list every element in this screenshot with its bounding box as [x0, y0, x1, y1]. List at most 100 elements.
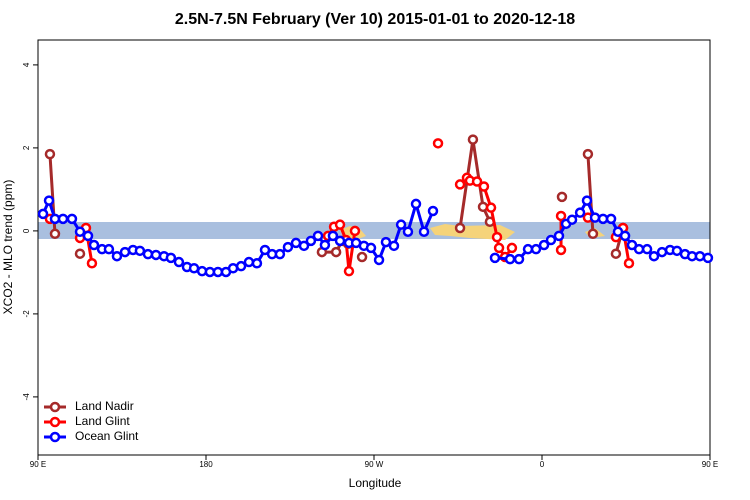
chart-title: 2.5N-7.5N February (Ver 10) 2015-01-01 t…	[175, 11, 575, 28]
data-point	[373, 254, 385, 266]
data-point	[538, 239, 550, 251]
x-tick-label: 90 W	[365, 460, 384, 469]
data-point	[581, 195, 593, 206]
data-point	[566, 214, 578, 225]
data-point	[513, 253, 525, 265]
data-point	[319, 239, 331, 251]
x-tick-label: 90 E	[30, 460, 46, 469]
shaded-area	[340, 224, 605, 240]
reference-band	[38, 222, 710, 239]
data-point	[619, 230, 631, 242]
data-point	[702, 252, 714, 264]
data-point	[165, 252, 177, 264]
data-point	[365, 242, 377, 254]
data-point	[343, 265, 355, 277]
data-point	[274, 248, 286, 260]
x-axis-label: Longitude	[349, 476, 402, 490]
data-point	[282, 241, 294, 253]
data-point	[111, 250, 123, 262]
y-tick-label: 0	[22, 228, 31, 233]
x-tick-label: 90 E	[702, 460, 718, 469]
data-point	[694, 250, 706, 262]
y-tick-label: -2	[22, 310, 31, 318]
y-axis-label: XCO2 - MLO trend (ppm)	[1, 180, 15, 315]
data-point	[74, 248, 86, 259]
data-point	[555, 210, 567, 222]
data-point	[610, 248, 622, 259]
data-point	[243, 256, 255, 268]
data-point	[589, 212, 601, 223]
data-point	[410, 198, 422, 210]
data-point	[227, 263, 239, 274]
x-tick-label: 180	[199, 460, 213, 469]
data-point	[43, 195, 55, 206]
data-point	[556, 191, 568, 203]
data-point	[402, 226, 414, 237]
data-point	[427, 205, 439, 217]
data-point	[418, 226, 430, 237]
data-point	[553, 230, 565, 242]
data-point	[493, 242, 505, 254]
data-point	[298, 240, 310, 252]
x-tick-label: 0	[540, 460, 545, 469]
data-point	[477, 201, 489, 213]
data-point	[641, 243, 653, 255]
data-point	[88, 239, 100, 251]
data-point	[671, 245, 683, 257]
legend-label: Land Glint	[75, 414, 130, 428]
data-point	[37, 208, 49, 220]
data-point	[44, 148, 56, 160]
data-point	[86, 258, 98, 269]
data-point	[432, 138, 444, 149]
data-point	[491, 231, 503, 243]
data-point	[582, 148, 594, 160]
data-point	[623, 258, 635, 269]
legend-label: Land Nadir	[75, 399, 134, 413]
y-tick-label: -4	[22, 393, 31, 401]
data-point	[66, 213, 78, 225]
data-point	[545, 234, 557, 246]
data-point	[478, 181, 490, 192]
legend-marker	[49, 431, 61, 443]
data-point	[235, 260, 247, 272]
data-point	[506, 242, 518, 254]
legend-marker	[49, 401, 61, 413]
data-point	[555, 244, 567, 256]
data-point	[119, 246, 131, 258]
data-point	[349, 225, 361, 237]
data-point	[134, 245, 146, 257]
legend-marker	[49, 416, 61, 428]
data-point	[454, 179, 466, 190]
data-point	[334, 235, 346, 247]
data-point	[173, 256, 185, 268]
data-point	[454, 222, 466, 234]
data-point	[489, 252, 501, 264]
data-point	[305, 235, 317, 247]
data-point	[605, 213, 617, 225]
data-point	[648, 250, 660, 262]
data-point	[388, 240, 400, 252]
data-point	[574, 207, 586, 218]
data-point	[82, 230, 94, 242]
data-point	[471, 176, 483, 187]
data-point	[530, 243, 542, 255]
data-point	[327, 230, 339, 242]
data-point	[57, 213, 69, 225]
y-tick-label: 2	[22, 145, 31, 150]
data-point	[251, 258, 263, 269]
legend-label: Ocean Glint	[75, 429, 139, 443]
data-point	[356, 251, 368, 263]
data-point	[142, 248, 154, 260]
data-point	[395, 219, 407, 230]
data-point	[587, 228, 599, 240]
data-point	[485, 202, 497, 213]
data-point	[49, 228, 61, 240]
data-point	[334, 219, 346, 230]
data-point	[74, 226, 86, 237]
data-point	[150, 249, 162, 261]
data-point	[656, 246, 668, 258]
data-point	[380, 236, 392, 248]
series-line	[48, 139, 625, 255]
data-point	[312, 230, 324, 242]
